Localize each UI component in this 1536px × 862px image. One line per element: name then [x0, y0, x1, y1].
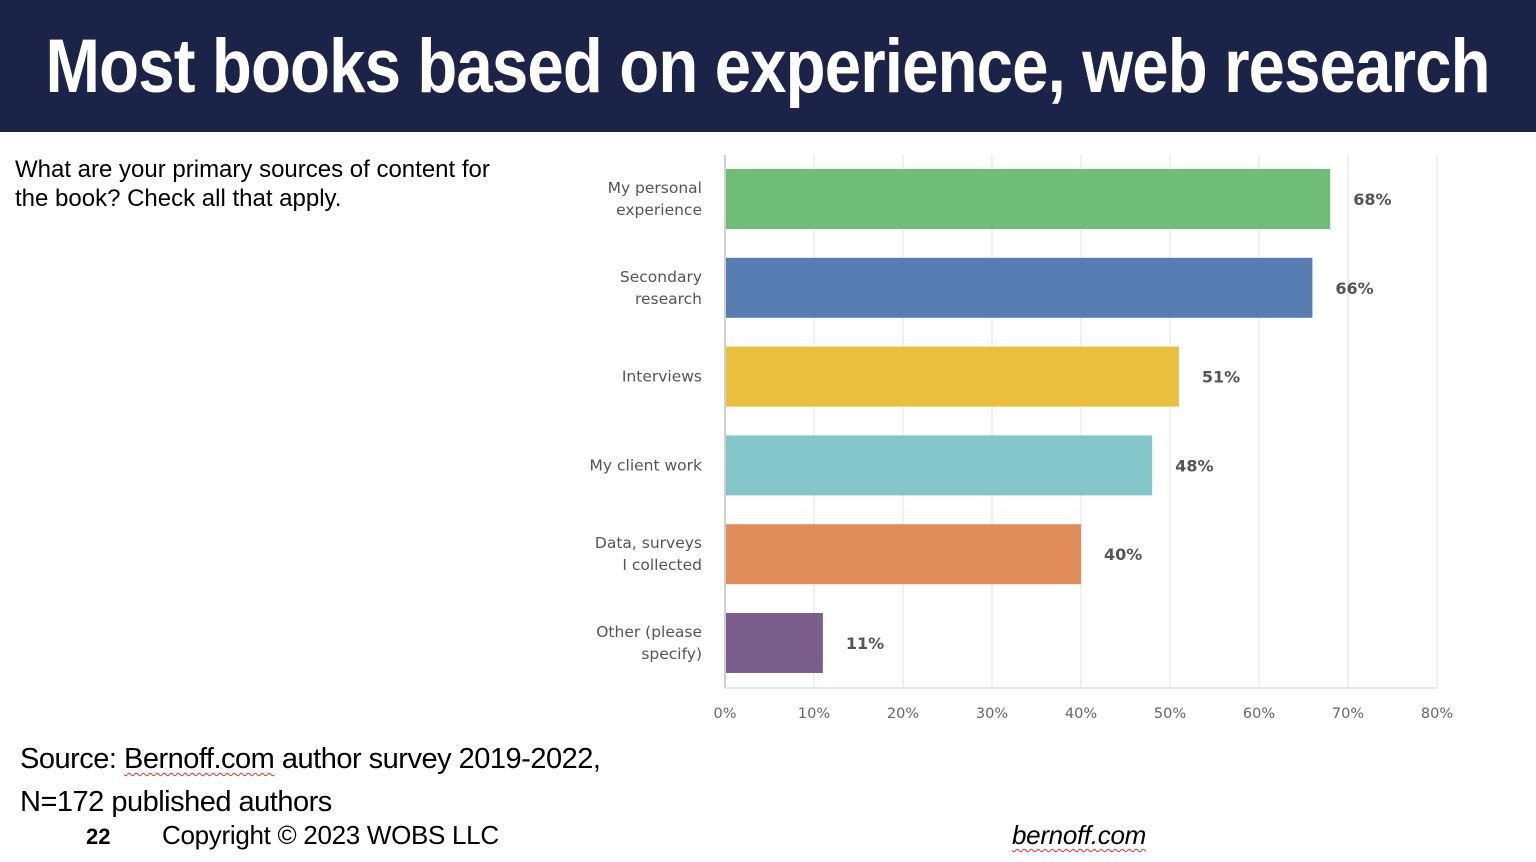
source-rest: author survey 2019-2022, [274, 743, 601, 775]
category-label: Other (please [596, 623, 702, 641]
bar [726, 346, 1179, 407]
category-label: My client work [590, 456, 703, 474]
category-label: Interviews [622, 368, 702, 386]
category-label: Data, surveys [595, 534, 702, 552]
data-label: 11% [846, 634, 884, 653]
category-label: Secondary [620, 268, 702, 286]
site-link[interactable]: bernoff.com [1012, 820, 1146, 850]
x-tick-label: 60% [1243, 706, 1275, 722]
sample-size: N=172 published authors [20, 786, 332, 818]
x-tick-label: 80% [1421, 706, 1453, 722]
source-note: Source: Bernoff.com author survey 2019-2… [20, 738, 601, 824]
bar [726, 613, 823, 673]
bar [726, 169, 1331, 229]
data-label: 66% [1335, 279, 1373, 298]
title-banner: Most books based on experience, web rese… [0, 0, 1536, 132]
survey-question: What are your primary sources of content… [15, 156, 490, 212]
copyright: Copyright © 2023 WOBS LLC [162, 820, 499, 850]
x-tick-label: 50% [1154, 706, 1186, 722]
x-tick-label: 40% [1065, 706, 1097, 722]
x-tick-label: 20% [887, 706, 919, 722]
data-label: 48% [1175, 456, 1213, 475]
category-label: research [635, 290, 702, 308]
slide-title: Most books based on experience, web rese… [45, 23, 1491, 109]
x-tick-label: 0% [713, 706, 736, 722]
source-prefix: Source: [20, 743, 124, 775]
source-link[interactable]: Bernoff.com [124, 743, 275, 775]
bar [726, 524, 1081, 585]
bar [726, 435, 1153, 496]
category-label: My personal [608, 179, 702, 197]
bar [726, 257, 1313, 318]
category-label: specify) [641, 645, 702, 663]
data-label: 68% [1353, 190, 1391, 209]
category-label: I collected [622, 556, 702, 574]
data-label: 51% [1202, 368, 1240, 387]
page-number: 22 [86, 824, 111, 849]
category-label: experience [616, 201, 702, 219]
x-tick-label: 70% [1332, 706, 1364, 722]
x-tick-label: 30% [976, 706, 1008, 722]
data-label: 40% [1104, 545, 1142, 564]
x-tick-label: 10% [798, 706, 830, 722]
